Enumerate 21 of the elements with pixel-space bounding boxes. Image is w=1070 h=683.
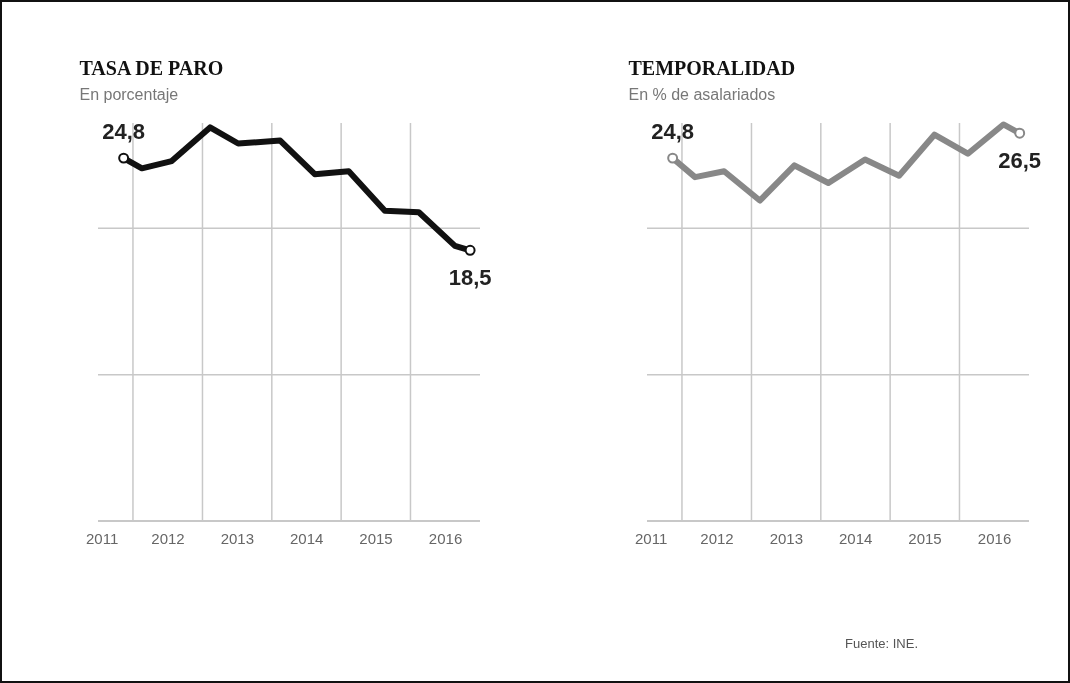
x-tick-label: 2011 xyxy=(634,529,668,547)
x-tick-label: 2012 xyxy=(700,529,734,547)
x-tick-label: 2011 xyxy=(85,529,119,547)
x-tick-label: 2013 xyxy=(769,529,804,547)
data-label: 26,5 xyxy=(998,148,1042,174)
x-tick-label: 2012 xyxy=(151,529,185,547)
x-tick-label: 2014 xyxy=(839,529,873,547)
chart-subtitle: En % de asalariados xyxy=(628,86,776,104)
chart-subtitle: En porcentaje xyxy=(79,86,179,104)
x-tick-label: 2013 xyxy=(220,529,255,547)
x-tick-label: 2014 xyxy=(290,529,324,547)
data-label: 24,8 xyxy=(651,119,695,145)
data-label: 18,5 xyxy=(448,265,492,291)
data-label: 24,8 xyxy=(102,119,146,145)
x-tick-label: 2016 xyxy=(977,529,1012,547)
x-tick-label: 2015 xyxy=(908,529,942,547)
x-tick-label: 2015 xyxy=(359,529,393,547)
source-note: Fuente: INE. xyxy=(845,636,918,651)
x-tick-label: 2016 xyxy=(428,529,463,547)
chart-title: TASA DE PARO xyxy=(79,57,224,80)
chart-title: TEMPORALIDAD xyxy=(628,57,796,80)
